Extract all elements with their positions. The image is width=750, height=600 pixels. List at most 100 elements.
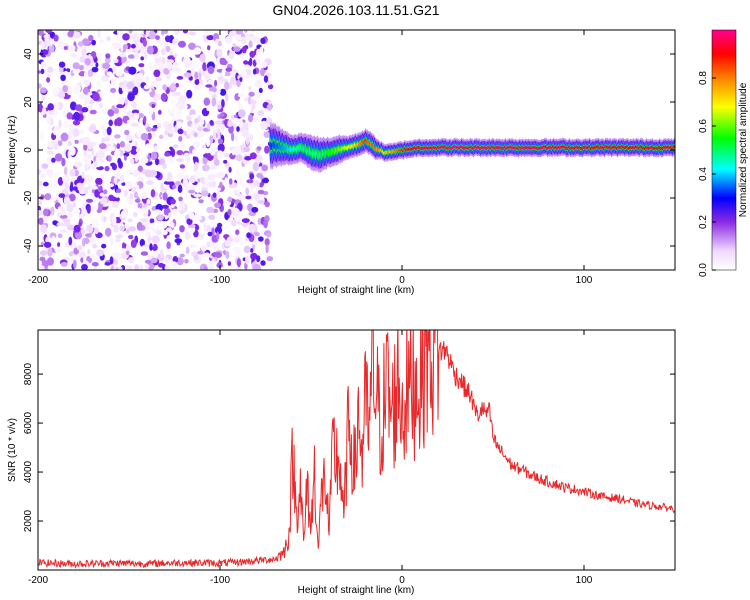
noise-cell bbox=[151, 104, 156, 108]
noise-cell bbox=[184, 232, 191, 240]
noise-cell bbox=[138, 113, 144, 118]
spectrogram-xlabel: Height of straight line (km) bbox=[298, 285, 415, 296]
noise-cell bbox=[62, 222, 70, 227]
noise-cell bbox=[259, 46, 264, 55]
noise-cell bbox=[113, 192, 121, 198]
noise-cell bbox=[38, 73, 41, 81]
noise-cell bbox=[224, 118, 228, 126]
snr-panel: -200 -100 0 100 2000 4000 6000 8000 Height of s… bbox=[7, 329, 676, 596]
noise-cell bbox=[243, 30, 248, 33]
noise-cell bbox=[216, 57, 220, 66]
noise-cell bbox=[209, 165, 218, 170]
noise-cell bbox=[57, 242, 61, 247]
noise-cell bbox=[183, 131, 187, 136]
noise-cell bbox=[87, 249, 91, 255]
noise-cell bbox=[172, 38, 180, 46]
noise-cell bbox=[260, 67, 266, 77]
noise-cell bbox=[212, 245, 221, 251]
noise-cell bbox=[101, 107, 108, 115]
noise-cell bbox=[236, 79, 241, 88]
noise-cell bbox=[129, 158, 135, 165]
noise-cell bbox=[228, 178, 233, 185]
noise-cell bbox=[58, 61, 66, 68]
figure-title: GN04.2026.103.11.51.G21 bbox=[272, 2, 439, 18]
noise-cell bbox=[172, 116, 176, 123]
y-tick-label: -40 bbox=[23, 238, 34, 253]
noise-cell bbox=[230, 265, 237, 270]
colorbar-tick-label: 0.2 bbox=[698, 215, 709, 229]
noise-cell bbox=[266, 80, 272, 86]
noise-cell bbox=[241, 84, 247, 90]
noise-cell bbox=[188, 31, 197, 36]
noise-cell bbox=[92, 243, 98, 249]
noise-cell bbox=[248, 91, 255, 97]
noise-cell bbox=[185, 128, 193, 133]
noise-cell bbox=[52, 109, 58, 115]
noise-cell bbox=[42, 181, 49, 187]
noise-cell bbox=[111, 105, 116, 111]
noise-cell bbox=[193, 255, 199, 261]
noise-cell bbox=[214, 120, 223, 125]
noise-cell bbox=[73, 84, 82, 93]
noise-cell bbox=[83, 71, 88, 78]
noise-cell bbox=[84, 99, 88, 108]
noise-cell bbox=[79, 130, 85, 135]
noise-cell bbox=[85, 174, 93, 184]
noise-cell bbox=[252, 59, 257, 67]
noise-cell bbox=[194, 71, 199, 80]
noise-cell bbox=[87, 92, 93, 96]
noise-cell bbox=[48, 44, 55, 53]
noise-cell bbox=[173, 125, 179, 133]
noise-cell bbox=[149, 218, 155, 224]
noise-cell bbox=[125, 135, 134, 142]
noise-cell bbox=[47, 248, 53, 257]
noise-cell bbox=[266, 104, 273, 111]
noise-cell bbox=[128, 30, 133, 34]
noise-cell bbox=[207, 122, 211, 130]
noise-cell bbox=[174, 238, 183, 244]
colorbar-ticks: 0.0 0.2 0.4 0.6 0.8 bbox=[698, 71, 716, 277]
noise-cell bbox=[241, 68, 247, 78]
noise-cell bbox=[172, 144, 179, 149]
noise-cell bbox=[61, 157, 66, 167]
noise-cell bbox=[47, 66, 53, 73]
noise-cell bbox=[263, 75, 269, 83]
noise-cell bbox=[171, 208, 179, 217]
noise-cell bbox=[97, 30, 101, 39]
noise-cell bbox=[116, 55, 122, 65]
noise-cell bbox=[217, 104, 222, 110]
noise-cell bbox=[223, 159, 228, 164]
noise-cell bbox=[183, 72, 192, 78]
noise-cell bbox=[136, 72, 144, 79]
noise-cell bbox=[118, 266, 122, 270]
noise-cell bbox=[227, 119, 233, 128]
noise-cell bbox=[256, 146, 262, 151]
noise-cell bbox=[70, 53, 77, 58]
noise-cell bbox=[199, 118, 205, 126]
noise-cell bbox=[133, 191, 138, 199]
noise-cell bbox=[95, 80, 102, 90]
noise-cell bbox=[207, 65, 215, 75]
noise-cell bbox=[73, 224, 81, 233]
noise-cell bbox=[203, 223, 208, 232]
noise-cell bbox=[113, 177, 118, 184]
noise-cell bbox=[178, 196, 183, 202]
noise-cell bbox=[110, 87, 117, 93]
noise-cell bbox=[149, 243, 153, 251]
noise-cell bbox=[216, 190, 221, 200]
noise-cell bbox=[231, 208, 240, 217]
noise-cell bbox=[72, 202, 76, 208]
noise-cell bbox=[176, 158, 184, 162]
noise-cell bbox=[95, 177, 103, 186]
noise-cell bbox=[63, 122, 70, 129]
noise-cell bbox=[52, 220, 58, 226]
noise-cell bbox=[203, 164, 210, 172]
noise-cell bbox=[237, 170, 241, 178]
noise-cell bbox=[132, 86, 139, 96]
noise-cell bbox=[143, 84, 150, 90]
noise-cell bbox=[69, 169, 76, 177]
noise-cell bbox=[129, 47, 133, 52]
noise-cell bbox=[81, 137, 90, 146]
noise-cell bbox=[38, 123, 41, 129]
noise-cell bbox=[113, 108, 119, 114]
